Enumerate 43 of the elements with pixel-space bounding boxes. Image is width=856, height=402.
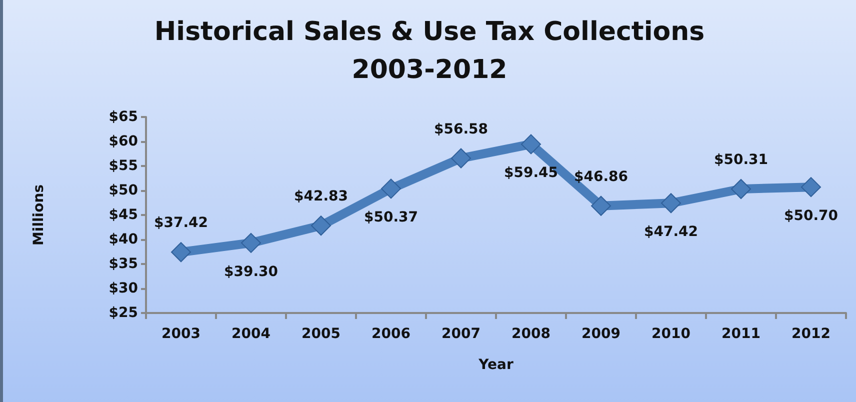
y-axis-title: Millions bbox=[31, 184, 47, 246]
y-tick-label: $65 bbox=[108, 109, 138, 125]
x-tick-label: 2011 bbox=[722, 326, 760, 342]
y-tick-label: $55 bbox=[108, 158, 138, 174]
data-label: $50.31 bbox=[714, 152, 768, 168]
data-label: $56.58 bbox=[434, 121, 488, 138]
x-tick-label: 2010 bbox=[652, 326, 691, 342]
point bbox=[171, 242, 191, 262]
point bbox=[241, 232, 261, 253]
y-tick-label: $50 bbox=[108, 182, 138, 198]
y-tick-label: $40 bbox=[108, 232, 138, 248]
x-tick-label: 2009 bbox=[582, 326, 620, 342]
x-axis-title: Year bbox=[478, 357, 514, 373]
chart-subtitle: 2003-2012 bbox=[352, 55, 508, 85]
x-tick-label: 2008 bbox=[512, 326, 550, 342]
point bbox=[591, 196, 611, 216]
data-label: $50.37 bbox=[364, 210, 418, 226]
point bbox=[451, 148, 471, 168]
x-tick-label: 2003 bbox=[162, 326, 200, 342]
data-label: $47.42 bbox=[644, 224, 698, 240]
x-tick-label: 2005 bbox=[302, 326, 340, 342]
data-label: $37.42 bbox=[154, 215, 208, 232]
data-label: $39.30 bbox=[224, 264, 278, 280]
point bbox=[731, 178, 751, 199]
y-tick-label: $60 bbox=[108, 134, 138, 150]
data-label: $59.45 bbox=[504, 165, 558, 182]
y-tick-label: $25 bbox=[108, 305, 138, 321]
data-label: $50.70 bbox=[784, 208, 838, 224]
y-tick-label: $45 bbox=[108, 207, 138, 223]
data-label: $46.86 bbox=[574, 168, 628, 185]
y-tick-label: $35 bbox=[108, 256, 138, 272]
point bbox=[521, 134, 541, 154]
data-label: $42.83 bbox=[294, 188, 348, 205]
y-tick-label: $30 bbox=[108, 280, 138, 296]
point bbox=[381, 178, 401, 199]
x-tick-label: 2004 bbox=[232, 326, 271, 342]
chart-title: Historical Sales & Use Tax Collections bbox=[154, 17, 705, 47]
point bbox=[661, 193, 681, 214]
x-tick-label: 2012 bbox=[792, 326, 830, 342]
x-tick-label: 2007 bbox=[442, 326, 480, 342]
point bbox=[311, 216, 331, 236]
x-tick-label: 2006 bbox=[372, 326, 410, 342]
point bbox=[801, 177, 821, 198]
